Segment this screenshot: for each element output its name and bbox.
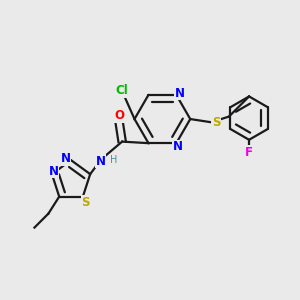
Text: N: N — [174, 87, 184, 100]
Text: S: S — [212, 116, 220, 129]
Text: N: N — [173, 140, 183, 153]
Text: N: N — [95, 154, 106, 168]
Text: Cl: Cl — [115, 84, 128, 97]
Text: H: H — [110, 155, 118, 165]
Text: O: O — [114, 110, 124, 122]
Text: S: S — [81, 196, 90, 209]
Text: F: F — [245, 146, 253, 159]
Text: N: N — [49, 164, 58, 178]
Text: N: N — [61, 152, 70, 165]
